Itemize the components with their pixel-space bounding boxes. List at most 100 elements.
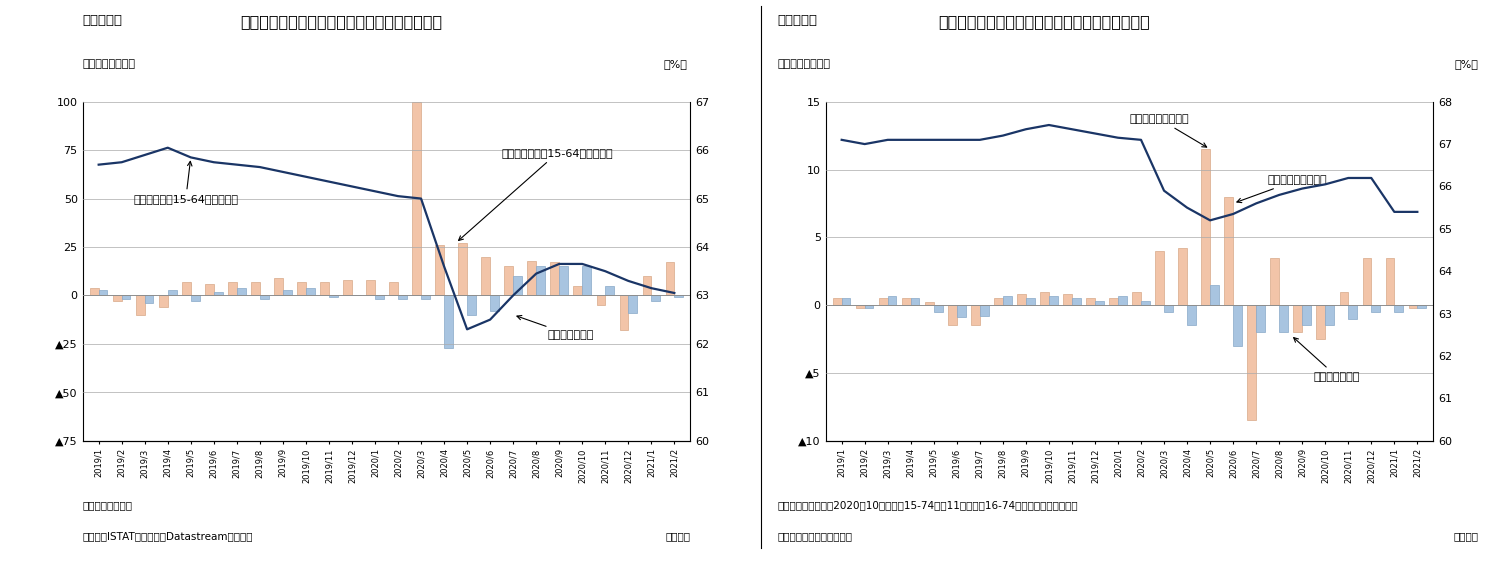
Bar [144, 295, 153, 303]
Bar [1109, 298, 1118, 305]
Bar [642, 276, 651, 295]
Bar [228, 282, 237, 295]
Bar [1072, 298, 1081, 305]
Bar [159, 295, 168, 307]
Bar [206, 284, 213, 295]
Bar [865, 305, 874, 308]
Bar [651, 295, 660, 301]
Text: 非労働者人口の変化: 非労働者人口の変化 [1130, 114, 1207, 147]
Bar [842, 298, 851, 305]
Bar [911, 298, 920, 305]
Bar [1018, 294, 1025, 305]
Bar [551, 263, 560, 295]
Bar [320, 282, 329, 295]
Bar [1270, 258, 1279, 305]
Text: ポルトガルの失業者・非労働力人口・労働参加率: ポルトガルの失業者・非労働力人口・労働参加率 [938, 14, 1150, 29]
Bar [880, 298, 887, 305]
Bar [1316, 305, 1325, 339]
Text: 労働参加率（右軸）: 労働参加率（右軸） [1237, 175, 1327, 203]
Bar [389, 282, 398, 295]
Bar [413, 102, 422, 295]
Bar [435, 245, 444, 295]
Bar [444, 295, 453, 347]
Bar [1256, 305, 1265, 332]
Bar [1247, 305, 1256, 420]
Text: （注）季節調整値: （注）季節調整値 [83, 500, 132, 510]
Bar [1394, 305, 1403, 312]
Bar [1363, 258, 1372, 305]
Bar [137, 295, 144, 315]
Bar [306, 288, 315, 295]
Bar [282, 290, 291, 295]
Bar [122, 295, 131, 299]
Text: （注）季節調整値、2020年10月以前は15-74才、11月以降は16-74才で集計基準が異なる: （注）季節調整値、2020年10月以前は15-74才、11月以降は16-74才で… [778, 500, 1078, 510]
Bar [1118, 295, 1127, 305]
Bar [833, 298, 842, 305]
Text: 労働参加率（15-64才、右軸）: 労働参加率（15-64才、右軸） [134, 162, 239, 205]
Bar [1348, 305, 1357, 319]
Bar [994, 298, 1003, 305]
Bar [674, 295, 683, 297]
Bar [629, 295, 636, 313]
Bar [536, 266, 545, 295]
Bar [504, 266, 513, 295]
Text: （資料）ポルトガル統計局: （資料）ポルトガル統計局 [778, 531, 853, 541]
Bar [1063, 294, 1072, 305]
Bar [1132, 292, 1141, 305]
Text: （月次）: （月次） [1453, 531, 1478, 541]
Bar [422, 295, 429, 299]
Text: （%）: （%） [1454, 59, 1478, 69]
Bar [1003, 295, 1012, 305]
Bar [168, 290, 177, 295]
Bar [375, 295, 384, 299]
Bar [1385, 258, 1394, 305]
Bar [482, 257, 491, 295]
Bar [956, 305, 965, 318]
Bar [1339, 292, 1348, 305]
Bar [1156, 251, 1165, 305]
Bar [1165, 305, 1172, 312]
Bar [1049, 295, 1058, 305]
Bar [560, 266, 567, 295]
Text: （前月差、万人）: （前月差、万人） [778, 59, 830, 69]
Bar [366, 280, 375, 295]
Text: （図表７）: （図表７） [83, 14, 123, 27]
Bar [90, 288, 99, 295]
Bar [344, 280, 351, 295]
Bar [113, 295, 122, 301]
Bar [665, 263, 674, 295]
Bar [1087, 298, 1094, 305]
Bar [99, 290, 108, 295]
Bar [573, 286, 582, 295]
Bar [1094, 301, 1103, 305]
Bar [1025, 298, 1034, 305]
Text: （資料）ISTATのデータをDatastreamより取得: （資料）ISTATのデータをDatastreamより取得 [83, 531, 254, 541]
Bar [925, 302, 934, 305]
Bar [1225, 197, 1234, 305]
Bar [527, 260, 536, 295]
Text: 非労働者人口（15-64才）の変化: 非労働者人口（15-64才）の変化 [459, 148, 614, 241]
Bar [1187, 305, 1196, 325]
Bar [1372, 305, 1379, 312]
Bar [596, 295, 605, 305]
Bar [237, 288, 246, 295]
Bar [297, 282, 306, 295]
Bar [887, 295, 896, 305]
Text: 失業者数の変化: 失業者数の変化 [516, 315, 594, 340]
Bar [949, 305, 956, 325]
Bar [329, 295, 338, 297]
Bar [1141, 301, 1150, 305]
Bar [213, 292, 222, 295]
Text: （%）: （%） [663, 59, 687, 69]
Bar [191, 295, 200, 301]
Bar [980, 305, 989, 316]
Bar [1178, 248, 1187, 305]
Bar [1325, 305, 1334, 325]
Text: （月次）: （月次） [665, 531, 690, 541]
Bar [1303, 305, 1310, 325]
Bar [458, 243, 467, 295]
Bar [605, 286, 614, 295]
Bar [1040, 292, 1049, 305]
Bar [620, 295, 629, 331]
Bar [467, 295, 476, 315]
